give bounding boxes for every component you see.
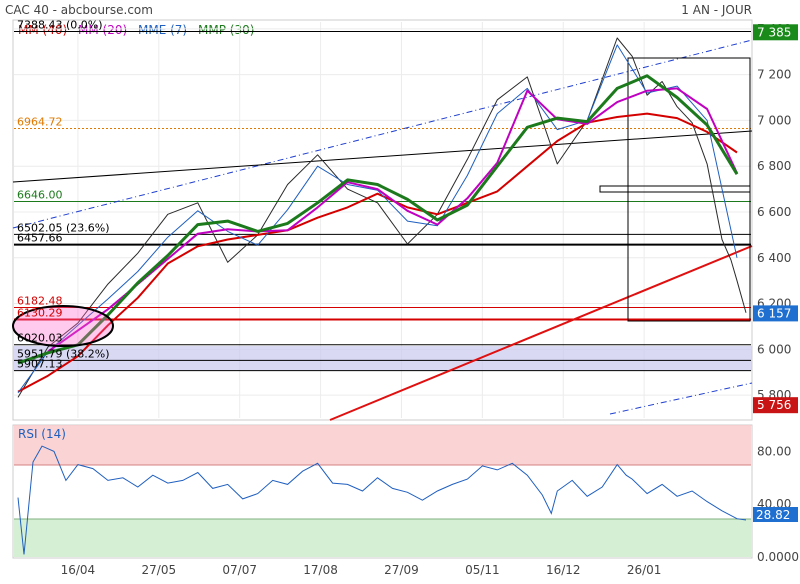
price-level-label: 6130.29 [17,307,63,320]
price-level-label: 6502.05 (23.6%) [17,221,110,234]
price-tick-label: 7 000 [757,113,791,127]
rsi-tick-label: 80.00 [757,444,791,458]
legend-item-mm40: MM (40) [18,23,67,37]
price-level-label: 6457.66 [17,232,63,245]
price-level-labels: 7388.43 (0.0%) 6964.72 6646.00 6502.05 (23.… [17,19,110,371]
rsi-tick-label: 0.0000 [757,550,799,564]
x-tick-label: 27/09 [384,563,419,577]
price-series [17,37,747,398]
x-tick-label: 07/07 [222,563,257,577]
rsi-current-badge-box [753,507,798,522]
x-tick-label: 16/12 [546,563,581,577]
price-level-label: 6182.48 [17,295,63,308]
chart-title: CAC 40 - abcbourse.com [5,3,153,17]
price-tick-label: 6 400 [757,251,791,265]
rsi-series [17,445,747,555]
price-badge-label: 7 385 [757,25,791,39]
price-badges: 7 385 6 157 5 756 [753,24,798,414]
upper-channel-line [12,39,753,229]
gap-box [599,185,751,193]
price-level-label: 6964.72 [17,116,63,129]
rsi-current-value: 28.82 [756,508,790,522]
x-tick-label: 27/05 [142,563,177,577]
legend: MM (40) MM (20) MME (7) MMP (30) [18,23,254,37]
x-tick-label: 26/01 [627,563,662,577]
rsi-overbought-zone [14,425,751,465]
series-line-cac-40 [17,37,747,398]
rsi-title: RSI (14) [18,427,66,441]
price-badge-label: 5 756 [757,398,791,412]
price-tick-label: 6 600 [757,205,791,219]
price-tick-label: 7 200 [757,68,791,82]
legend-item-mm20: MM (20) [78,23,127,37]
x-tick-label: 17/08 [303,563,338,577]
legend-item-mmp30: MMP (30) [198,23,254,37]
long-trend-line [12,130,753,183]
trend-lines [12,39,753,421]
price-badge [753,24,798,41]
series-line-mm-40 [17,112,738,393]
rsi-oversold-zone [14,519,751,557]
price-tick-label: 6 800 [757,159,791,173]
price-level-label: 6020.03 [17,332,63,345]
price-level-label: 5951.79 (38.2%) [17,347,110,360]
price-badge [753,397,798,414]
rsi-current-badge: 28.82 [753,507,798,522]
x-axis: 16/04 27/05 07/07 17/08 27/09 05/11 16/12 26/01 [61,563,662,577]
price-badge [753,305,798,322]
price-badge-label: 6 157 [757,306,791,320]
x-tick-label: 16/04 [61,563,96,577]
series-line-mm-20 [47,87,738,353]
highlight-ellipse [12,305,114,347]
price-level-label: 7388.43 (0.0%) [17,19,103,32]
price-panel [12,19,753,421]
price-tick-label: 6 000 [757,342,791,356]
price-level-label: 5907.13 [17,358,63,371]
lower-channel-line [609,382,753,415]
rsi-line [17,445,747,555]
fibonacci-band [13,346,752,371]
price-level-label: 6646.00 [17,188,63,201]
x-tick-label: 05/11 [465,563,500,577]
legend-item-mme7: MME (7) [138,23,187,37]
series-line-mmp-30 [17,74,739,365]
timeframe-label: 1 AN - JOUR [681,3,752,17]
red-support-line [329,245,753,421]
